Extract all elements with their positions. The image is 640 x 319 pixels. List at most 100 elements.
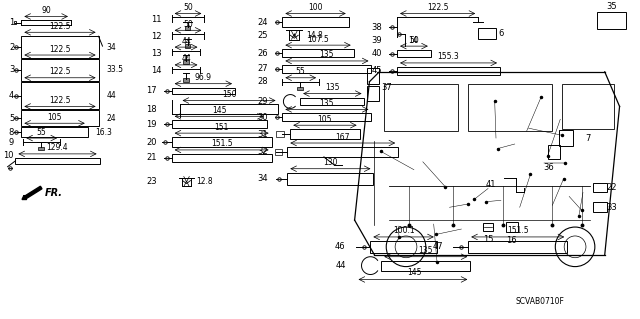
Text: 122.5: 122.5 xyxy=(49,67,71,76)
Bar xyxy=(597,11,627,29)
Text: 35: 35 xyxy=(606,2,617,11)
Text: 107.5: 107.5 xyxy=(307,35,329,44)
Text: 122.5: 122.5 xyxy=(49,22,71,31)
Text: 24: 24 xyxy=(257,18,268,27)
Text: 34: 34 xyxy=(257,174,268,183)
Text: 20: 20 xyxy=(147,137,157,146)
Text: 155.3: 155.3 xyxy=(438,52,460,62)
Text: 129.4: 129.4 xyxy=(47,144,68,152)
Text: 16.3: 16.3 xyxy=(95,128,113,137)
Text: 33.5: 33.5 xyxy=(106,65,124,74)
Bar xyxy=(483,223,493,231)
Bar xyxy=(172,120,267,128)
Bar xyxy=(384,84,458,131)
Text: 40: 40 xyxy=(372,49,382,58)
Text: 38: 38 xyxy=(372,23,382,32)
Bar xyxy=(182,60,189,64)
Text: 135: 135 xyxy=(319,50,334,59)
Bar xyxy=(276,131,284,137)
Bar xyxy=(282,18,349,27)
Bar xyxy=(593,202,607,212)
Bar xyxy=(468,241,567,253)
Text: 45: 45 xyxy=(372,66,382,75)
Bar xyxy=(180,104,278,114)
Text: 31: 31 xyxy=(257,130,268,139)
Text: 30: 30 xyxy=(257,113,268,122)
Text: 2: 2 xyxy=(9,43,14,52)
Bar xyxy=(21,59,99,81)
Text: 96.9: 96.9 xyxy=(195,73,212,82)
Bar xyxy=(593,182,607,192)
Bar xyxy=(275,149,282,155)
Bar xyxy=(282,113,371,121)
Text: 32: 32 xyxy=(257,147,268,156)
Text: 105: 105 xyxy=(47,113,62,122)
Text: 8: 8 xyxy=(9,128,14,137)
Text: 17: 17 xyxy=(147,86,157,95)
Text: FR.: FR. xyxy=(45,189,63,198)
Text: 28: 28 xyxy=(257,77,268,86)
Text: 4: 4 xyxy=(9,91,14,100)
Text: 44: 44 xyxy=(335,261,346,270)
Bar xyxy=(21,36,99,58)
Bar xyxy=(172,137,271,147)
Text: 135: 135 xyxy=(325,83,340,92)
Text: 150: 150 xyxy=(222,90,236,99)
Bar xyxy=(38,147,44,150)
Bar xyxy=(287,147,398,157)
Bar xyxy=(300,98,365,106)
Text: 25: 25 xyxy=(257,31,268,40)
Text: 11: 11 xyxy=(151,15,162,24)
Text: 13: 13 xyxy=(151,48,162,57)
Text: 36: 36 xyxy=(543,163,554,172)
Bar xyxy=(548,145,560,159)
Text: 50: 50 xyxy=(183,20,193,29)
Text: 10: 10 xyxy=(3,152,14,160)
Text: 145: 145 xyxy=(212,106,227,115)
Text: 44: 44 xyxy=(181,37,191,46)
Text: 14: 14 xyxy=(408,36,418,45)
Bar xyxy=(371,241,436,253)
Bar xyxy=(21,110,99,126)
Text: 6: 6 xyxy=(498,29,503,38)
Text: 16: 16 xyxy=(506,236,517,245)
Text: 47: 47 xyxy=(433,242,444,251)
Bar xyxy=(506,222,518,232)
Text: 12.8: 12.8 xyxy=(196,177,213,186)
Text: 122.5: 122.5 xyxy=(427,3,449,12)
Text: 151.5: 151.5 xyxy=(507,226,529,235)
Text: 14.8: 14.8 xyxy=(306,31,323,40)
Bar xyxy=(182,78,189,82)
Bar xyxy=(172,154,271,162)
Bar xyxy=(172,88,235,93)
Text: 23: 23 xyxy=(147,177,157,186)
Text: 21: 21 xyxy=(147,153,157,162)
Bar xyxy=(282,49,354,57)
Text: 44: 44 xyxy=(181,55,191,63)
Text: 44: 44 xyxy=(106,91,116,100)
Text: 39: 39 xyxy=(372,36,382,45)
Text: 145: 145 xyxy=(408,269,422,278)
Bar xyxy=(184,26,191,30)
Text: 29: 29 xyxy=(257,97,268,106)
Text: 9: 9 xyxy=(9,137,14,146)
Bar xyxy=(287,173,373,184)
Text: 15: 15 xyxy=(483,235,493,244)
Text: 7: 7 xyxy=(585,134,590,143)
Bar xyxy=(381,261,470,271)
Bar xyxy=(397,67,500,75)
Text: 50: 50 xyxy=(409,36,419,45)
Text: 22: 22 xyxy=(607,183,617,192)
Text: 90: 90 xyxy=(41,6,51,15)
Text: 100: 100 xyxy=(308,3,323,12)
Text: 100.1: 100.1 xyxy=(393,226,414,235)
Text: 55: 55 xyxy=(37,128,47,137)
Text: 27: 27 xyxy=(257,64,268,73)
Bar xyxy=(297,87,303,90)
Text: 105: 105 xyxy=(317,115,332,124)
FancyArrow shape xyxy=(22,186,42,199)
Bar xyxy=(478,28,496,39)
Text: 151.5: 151.5 xyxy=(211,139,232,148)
Text: 135: 135 xyxy=(419,246,433,255)
Text: 151: 151 xyxy=(214,122,229,132)
